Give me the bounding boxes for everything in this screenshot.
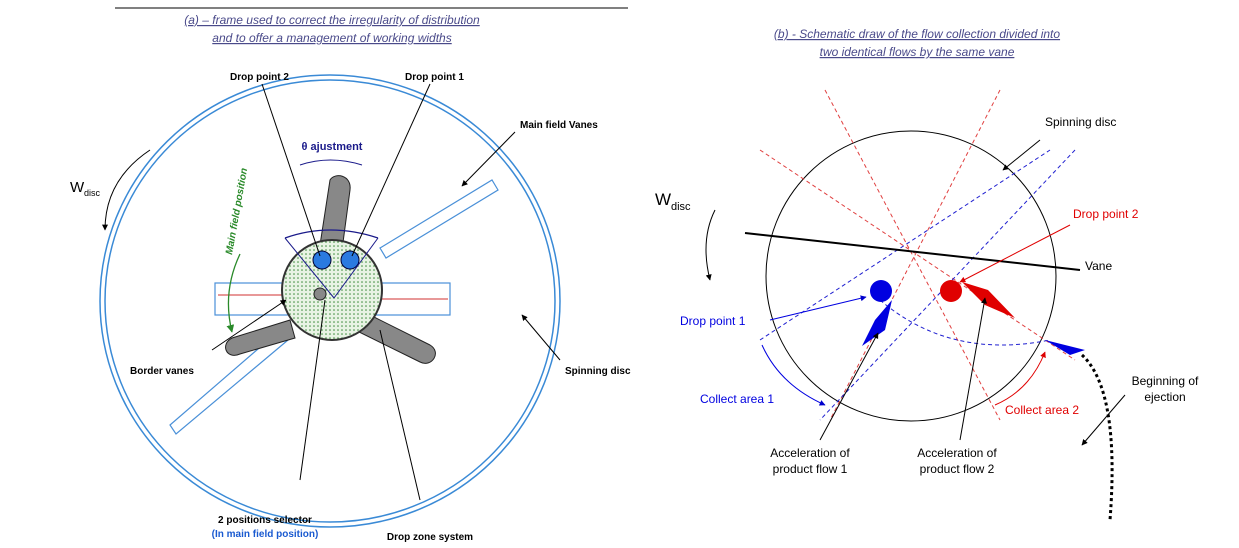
title-line: (b) - Schematic draw of the flow collect… [774, 27, 1060, 41]
ejected [1045, 340, 1085, 355]
drop-point [312, 250, 332, 270]
dash-curve [879, 299, 1051, 346]
leaders [211, 83, 561, 501]
ejection-path [1080, 353, 1114, 521]
label: 2 positions selector [218, 515, 312, 526]
flow-2 [962, 282, 1015, 318]
hub [281, 239, 383, 341]
disc-outer [99, 74, 561, 528]
w-subscript: disc [671, 201, 691, 213]
arm [319, 175, 351, 251]
panel-a: (a) – frame used to correct the irregula… [70, 7, 631, 543]
theta-arc [284, 229, 379, 239]
title-line: and to offer a management of working wid… [212, 31, 451, 45]
panel-b: (b) - Schematic draw of the flow collect… [655, 27, 1199, 521]
label: Collect area 2 [1005, 403, 1079, 417]
disc [765, 130, 1057, 422]
red-lines [759, 89, 1076, 421]
rotation-arrow [705, 209, 716, 281]
leader [261, 83, 321, 257]
label: Acceleration of [917, 446, 997, 460]
leader [959, 297, 988, 441]
label: Border vanes [130, 366, 194, 377]
dash-line [824, 89, 1001, 421]
flow-1 [862, 300, 892, 346]
label: (In main field position) [212, 529, 319, 540]
leader [521, 314, 561, 361]
dash-line [759, 149, 1051, 341]
main-field-arrow [226, 253, 241, 333]
w-symbol: W [70, 179, 85, 196]
collect-arc [761, 344, 826, 406]
leader [959, 224, 1071, 283]
dash-line [829, 89, 1001, 421]
leader [461, 131, 516, 187]
collect-arc [994, 351, 1046, 406]
title-line: (a) – frame used to correct the irregula… [184, 13, 480, 27]
label: Drop point 1 [405, 72, 464, 83]
vane [214, 282, 292, 316]
drop-point [870, 280, 892, 302]
theta-lines [284, 237, 379, 299]
leader [1081, 394, 1126, 446]
selector [313, 287, 327, 301]
leaders [819, 139, 1126, 446]
drop-zone-arms [225, 175, 436, 364]
label: Drop point 2 [1073, 207, 1139, 221]
label: Vane [1085, 259, 1112, 273]
label: Main field Vanes [520, 120, 598, 131]
theta-line [284, 237, 335, 299]
label: product flow 2 [920, 462, 995, 476]
label: Drop point 2 [230, 72, 289, 83]
dash-line [759, 149, 1076, 361]
label: Spinning disc [1045, 115, 1116, 129]
label: Spinning disc [565, 366, 631, 377]
arm [225, 319, 296, 356]
label: Collect area 1 [700, 392, 774, 406]
disc-inner [104, 79, 556, 523]
leader [769, 295, 867, 321]
arm [354, 314, 436, 364]
leader [299, 299, 326, 481]
drop-point [340, 250, 360, 270]
label: product flow 1 [773, 462, 848, 476]
label: Drop zone system [387, 532, 473, 543]
leader [1002, 139, 1041, 171]
leader [379, 329, 421, 501]
leader [211, 299, 287, 351]
vane [744, 232, 1081, 271]
title-line: two identical flows by the same vane [820, 45, 1015, 59]
w-symbol: W [655, 190, 671, 209]
vane [379, 179, 499, 259]
leader [351, 83, 431, 257]
w-subscript: disc [84, 188, 101, 198]
theta-arrow [299, 159, 363, 166]
label: Beginning of [1132, 374, 1199, 388]
label: Drop point 1 [680, 314, 746, 328]
label: θ ajustment [302, 141, 363, 153]
label: ejection [1144, 390, 1185, 404]
theta-line [333, 237, 379, 299]
label: Main field position [224, 167, 250, 255]
leader [819, 332, 879, 441]
rotation-arrow [102, 149, 151, 231]
label: Acceleration of [770, 446, 850, 460]
drop-point [940, 280, 962, 302]
